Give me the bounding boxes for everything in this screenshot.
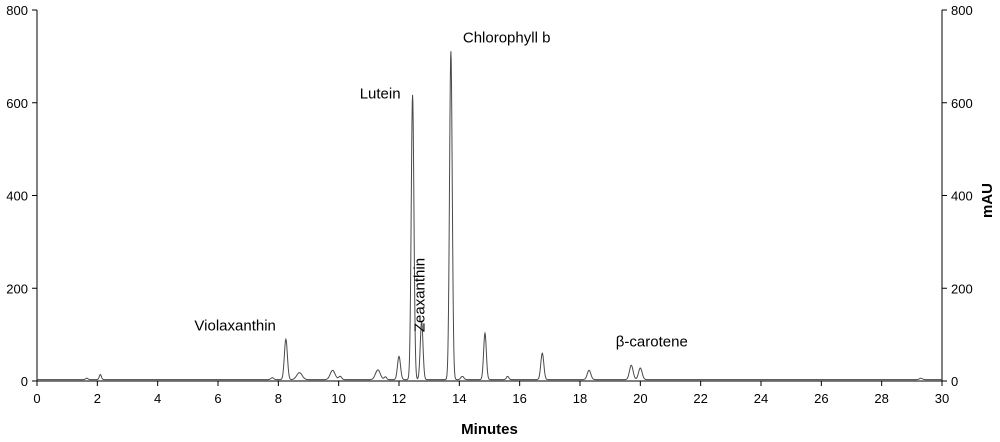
ticks	[32, 9, 947, 386]
y-tick-label-right-600: 600	[951, 96, 973, 111]
peak-annotations: Violaxanthin Lutein Zeaxanthin Chlorophy…	[194, 30, 687, 351]
y-tick-label-right-0: 0	[951, 374, 958, 389]
x-tick-label-14: 14	[452, 391, 466, 406]
x-tick-label-0: 0	[33, 391, 40, 406]
x-tick-label-18: 18	[573, 391, 587, 406]
peak-label-violaxanthin: Violaxanthin	[194, 318, 275, 335]
x-tick-label-28: 28	[874, 391, 888, 406]
x-tick-label-2: 2	[94, 391, 101, 406]
y-tick-label-right-200: 200	[951, 281, 973, 296]
y-tick-label-right-800: 800	[951, 3, 973, 18]
x-tick-label-22: 22	[693, 391, 707, 406]
y-tick-label-left-600: 600	[6, 96, 28, 111]
x-tick-label-10: 10	[331, 391, 345, 406]
x-tick-label-8: 8	[275, 391, 282, 406]
x-tick-label-16: 16	[512, 391, 526, 406]
x-axis-title: Minutes	[461, 421, 518, 438]
peak-label-chlorophyll-b: Chlorophyll b	[463, 30, 551, 47]
peak-label-lutein: Lutein	[360, 85, 401, 102]
peak-label-beta-carotene: β-carotene	[616, 334, 688, 351]
y-tick-label-left-400: 400	[6, 189, 28, 204]
x-tick-label-30: 30	[935, 391, 949, 406]
x-tick-label-20: 20	[633, 391, 647, 406]
x-tick-label-4: 4	[154, 391, 161, 406]
peak-label-zeaxanthin: Zeaxanthin	[412, 258, 429, 332]
x-tick-label-24: 24	[754, 391, 768, 406]
y-tick-label-left-0: 0	[21, 374, 28, 389]
x-tick-label-6: 6	[214, 391, 221, 406]
y-axis-title-right: mAU	[979, 183, 996, 218]
y-tick-label-right-400: 400	[951, 189, 973, 204]
axes	[36, 10, 943, 382]
y-tick-label-left-200: 200	[6, 281, 28, 296]
x-tick-label-12: 12	[392, 391, 406, 406]
y-tick-label-left-800: 800	[6, 3, 28, 18]
chromatogram-trace	[37, 51, 942, 381]
x-tick-label-26: 26	[814, 391, 828, 406]
